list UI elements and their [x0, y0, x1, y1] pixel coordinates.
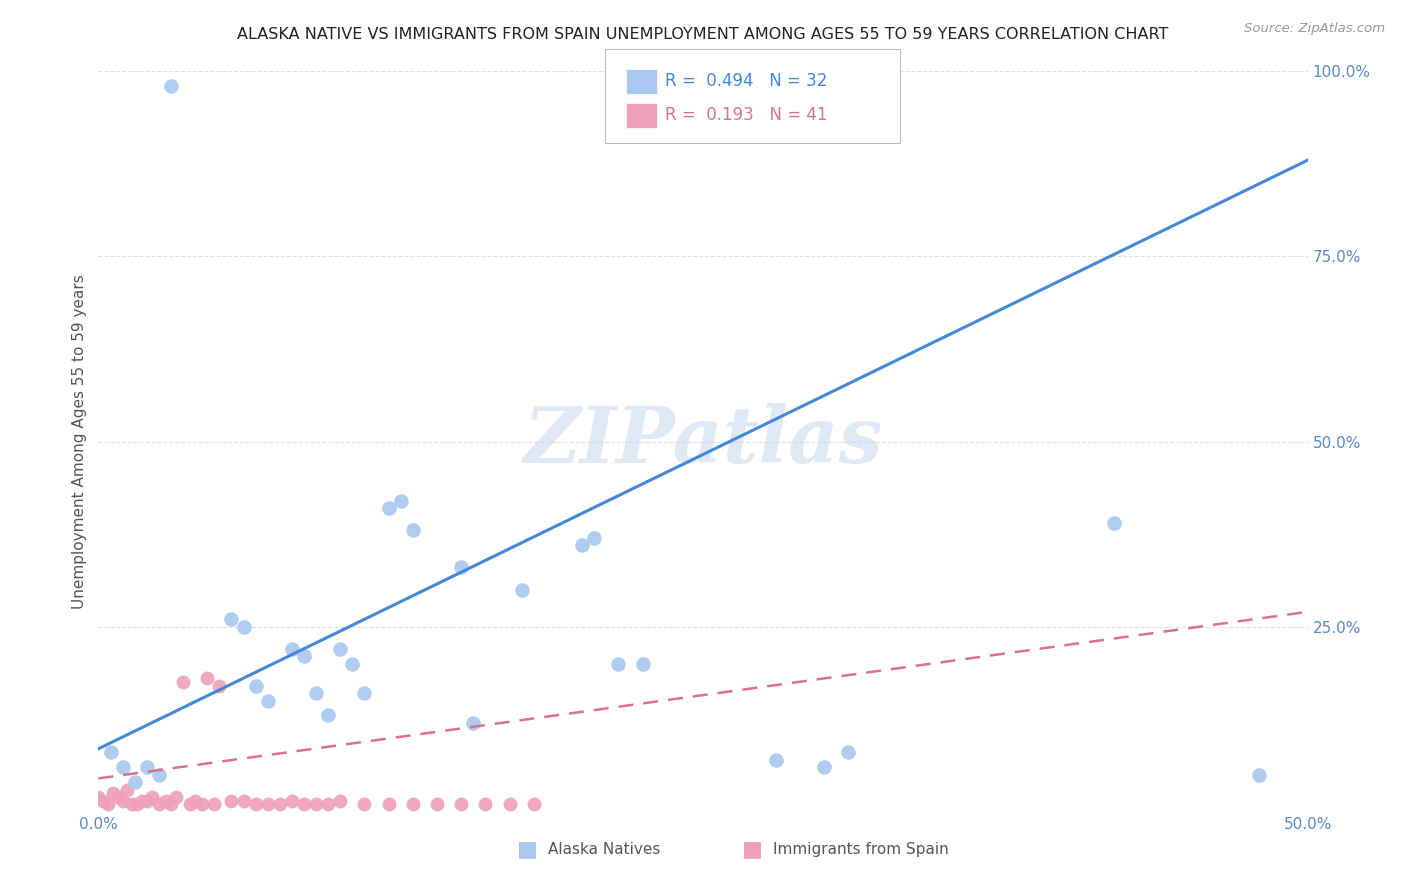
Point	[281, 641, 304, 656]
Text: R =  0.193   N = 41: R = 0.193 N = 41	[665, 106, 828, 124]
Point	[131, 794, 153, 808]
Point	[377, 501, 399, 516]
Text: R =  0.494   N = 32: R = 0.494 N = 32	[665, 72, 827, 90]
Point	[329, 794, 352, 808]
Point	[91, 794, 114, 808]
Point	[450, 797, 472, 812]
Point	[765, 753, 787, 767]
Point	[292, 649, 315, 664]
Point	[232, 619, 254, 633]
Point	[172, 675, 194, 690]
Point	[377, 797, 399, 812]
Point	[87, 789, 110, 804]
Text: Source: ZipAtlas.com: Source: ZipAtlas.com	[1244, 22, 1385, 36]
Point	[426, 797, 449, 812]
Point	[111, 794, 134, 808]
Point	[256, 797, 278, 812]
Point	[97, 797, 120, 812]
Point	[245, 797, 267, 812]
Point	[135, 794, 157, 808]
Point	[281, 794, 304, 808]
Point	[305, 797, 328, 812]
Point	[124, 775, 146, 789]
Text: Immigrants from Spain: Immigrants from Spain	[773, 842, 949, 856]
Point	[1249, 767, 1271, 781]
Point	[256, 694, 278, 708]
Point	[292, 797, 315, 812]
Point	[498, 797, 520, 812]
Point	[208, 679, 231, 693]
Point	[450, 560, 472, 574]
Point	[191, 797, 214, 812]
Point	[107, 789, 129, 804]
Point	[179, 797, 201, 812]
Point	[389, 493, 412, 508]
Text: ZIPatlas: ZIPatlas	[523, 403, 883, 480]
Point	[571, 538, 593, 552]
Point	[135, 760, 157, 774]
Point	[631, 657, 654, 671]
Point	[160, 797, 183, 812]
Text: ALASKA NATIVE VS IMMIGRANTS FROM SPAIN UNEMPLOYMENT AMONG AGES 55 TO 59 YEARS CO: ALASKA NATIVE VS IMMIGRANTS FROM SPAIN U…	[238, 27, 1168, 42]
Point	[221, 612, 243, 626]
Point	[329, 641, 352, 656]
Point	[121, 797, 143, 812]
Point	[523, 797, 546, 812]
Point	[155, 794, 177, 808]
Point	[316, 708, 339, 723]
Point	[813, 760, 835, 774]
Point	[607, 657, 630, 671]
Text: Alaska Natives: Alaska Natives	[548, 842, 661, 856]
Point	[232, 794, 254, 808]
Point	[510, 582, 533, 597]
Point	[463, 715, 485, 730]
Point	[316, 797, 339, 812]
Point	[165, 789, 187, 804]
Point	[353, 797, 375, 812]
Y-axis label: Unemployment Among Ages 55 to 59 years: Unemployment Among Ages 55 to 59 years	[72, 274, 87, 609]
Point	[305, 686, 328, 700]
Point	[101, 786, 124, 800]
Point	[141, 789, 163, 804]
Point	[204, 797, 226, 812]
Point	[353, 686, 375, 700]
Point	[474, 797, 496, 812]
Point	[583, 531, 606, 545]
Point	[245, 679, 267, 693]
Point	[127, 797, 149, 812]
Point	[148, 797, 170, 812]
Point	[184, 794, 207, 808]
Point	[269, 797, 291, 812]
Point	[195, 672, 218, 686]
Text: ■: ■	[517, 839, 537, 859]
Point	[148, 767, 170, 781]
Text: ■: ■	[742, 839, 762, 859]
Point	[402, 797, 425, 812]
Point	[342, 657, 364, 671]
Point	[111, 760, 134, 774]
Point	[221, 794, 243, 808]
Point	[837, 746, 859, 760]
Point	[100, 746, 122, 760]
Point	[160, 79, 183, 94]
Point	[402, 524, 425, 538]
Point	[1102, 516, 1125, 530]
Point	[117, 782, 139, 797]
